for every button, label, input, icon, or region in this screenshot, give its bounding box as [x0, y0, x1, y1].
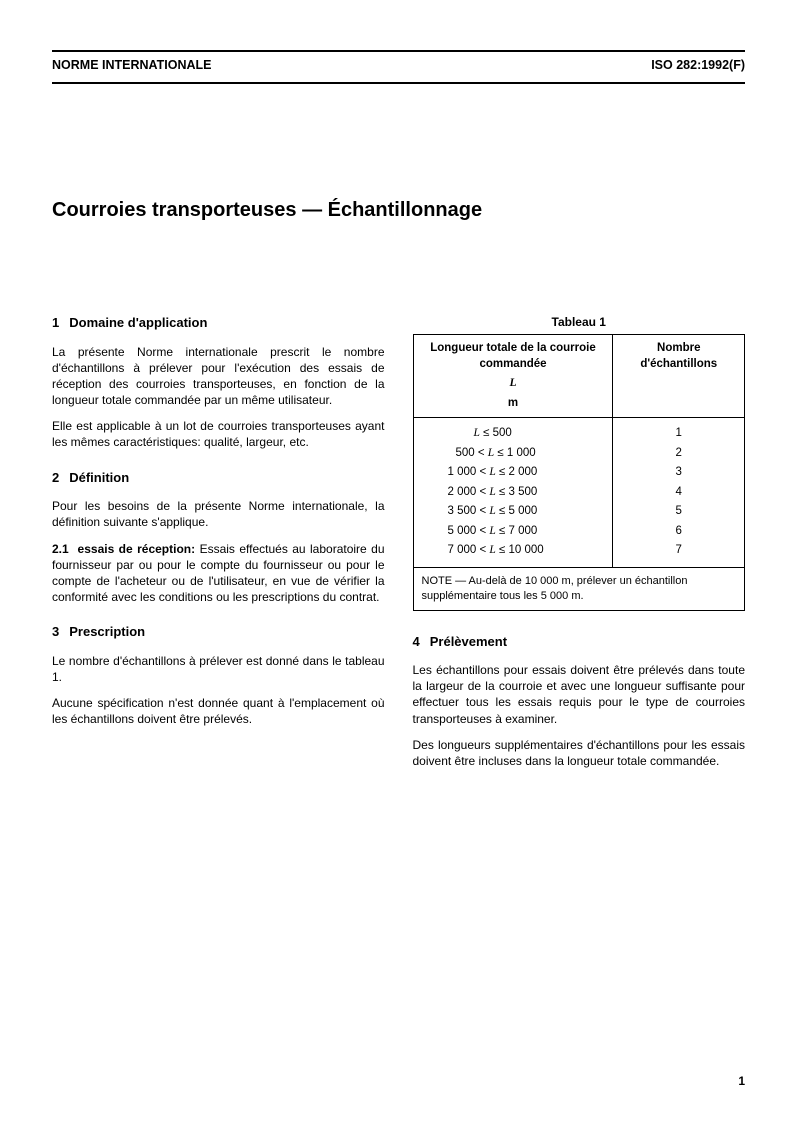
table-row: 6 — [613, 522, 744, 542]
table-body-right: 1 2 3 4 5 6 7 — [613, 418, 745, 568]
header-rule-top — [52, 50, 745, 52]
section-1-para-2: Elle est applicable à un lot de courroie… — [52, 418, 385, 450]
table-caption: Tableau 1 — [413, 314, 746, 330]
section-3-para-2: Aucune spécification n'est donnée quant … — [52, 695, 385, 727]
section-num: 3 — [52, 624, 59, 639]
table-row: 500 < L ≤ 1 000 — [414, 444, 613, 464]
table-note: NOTE — Au-delà de 10 000 m, prélever un … — [413, 567, 745, 610]
table-row: 7 000 < L ≤ 10 000 — [414, 541, 613, 561]
section-3-heading: 3 Prescription — [52, 623, 385, 641]
table-row: 2 — [613, 444, 744, 464]
section-4-para-1: Les échantillons pour essais doivent êtr… — [413, 662, 746, 727]
table-header-left-line1: Longueur totale de la courroie commandée — [422, 341, 605, 372]
header-right: ISO 282:1992(F) — [651, 58, 745, 72]
definition-number: 2.1 — [52, 542, 69, 556]
section-title: Domaine d'application — [69, 315, 207, 330]
table-row: 3 500 < L ≤ 5 000 — [414, 502, 613, 522]
table-header-right: Nombre d'échantillons — [613, 335, 745, 418]
table-header-left-symbol: L — [422, 376, 605, 392]
section-num: 2 — [52, 470, 59, 485]
table-row: 1 000 < L ≤ 2 000 — [414, 463, 613, 483]
table-row: 5 — [613, 502, 744, 522]
section-num: 1 — [52, 315, 59, 330]
table-header-left-unit: m — [422, 396, 605, 412]
section-title: Définition — [69, 470, 129, 485]
section-2-heading: 2 Définition — [52, 469, 385, 487]
section-3-para-1: Le nombre d'échantillons à prélever est … — [52, 653, 385, 685]
page: NORME INTERNATIONALE ISO 282:1992(F) Cou… — [0, 0, 797, 1124]
table-row: 2 000 < L ≤ 3 500 — [414, 483, 613, 503]
document-title: Courroies transporteuses — Échantillonna… — [52, 199, 745, 222]
table-body-left: L ≤ 500 500 < L ≤ 1 000 1 000 < L ≤ 2 00… — [413, 418, 613, 568]
table-row: 4 — [613, 483, 744, 503]
table-header-row: Longueur totale de la courroie commandée… — [413, 335, 745, 418]
section-title: Prélèvement — [430, 634, 507, 649]
section-2-para-1: Pour les besoins de la présente Norme in… — [52, 498, 385, 530]
left-column: 1 Domaine d'application La présente Norme… — [52, 314, 385, 779]
definition-term: essais de réception: — [78, 542, 196, 556]
page-number: 1 — [738, 1074, 745, 1088]
table-row: 3 — [613, 463, 744, 483]
table-row: 5 000 < L ≤ 7 000 — [414, 522, 613, 542]
table-note-row: NOTE — Au-delà de 10 000 m, prélever un … — [413, 567, 745, 610]
table-row: L ≤ 500 — [414, 424, 613, 444]
table-row: 1 — [613, 424, 744, 444]
section-4-para-2: Des longueurs supplémentaires d'échantil… — [413, 737, 746, 769]
table-row: 7 — [613, 541, 744, 561]
section-num: 4 — [413, 634, 420, 649]
content-columns: 1 Domaine d'application La présente Norme… — [52, 314, 745, 779]
table-header-left: Longueur totale de la courroie commandée… — [413, 335, 613, 418]
header-left: NORME INTERNATIONALE — [52, 58, 212, 72]
section-2-def: 2.1 essais de réception: Essais effectué… — [52, 541, 385, 606]
table-body-wrapper: L ≤ 500 500 < L ≤ 1 000 1 000 < L ≤ 2 00… — [413, 418, 745, 568]
section-title: Prescription — [69, 624, 145, 639]
section-1-heading: 1 Domaine d'application — [52, 314, 385, 332]
section-1-para-1: La présente Norme internationale prescri… — [52, 344, 385, 409]
section-4-heading: 4 Prélèvement — [413, 633, 746, 651]
right-column: Tableau 1 Longueur totale de la courroie… — [413, 314, 746, 779]
table-1: Longueur totale de la courroie commandée… — [413, 334, 746, 610]
header-rule-bottom — [52, 82, 745, 84]
header-row: NORME INTERNATIONALE ISO 282:1992(F) — [52, 58, 745, 82]
